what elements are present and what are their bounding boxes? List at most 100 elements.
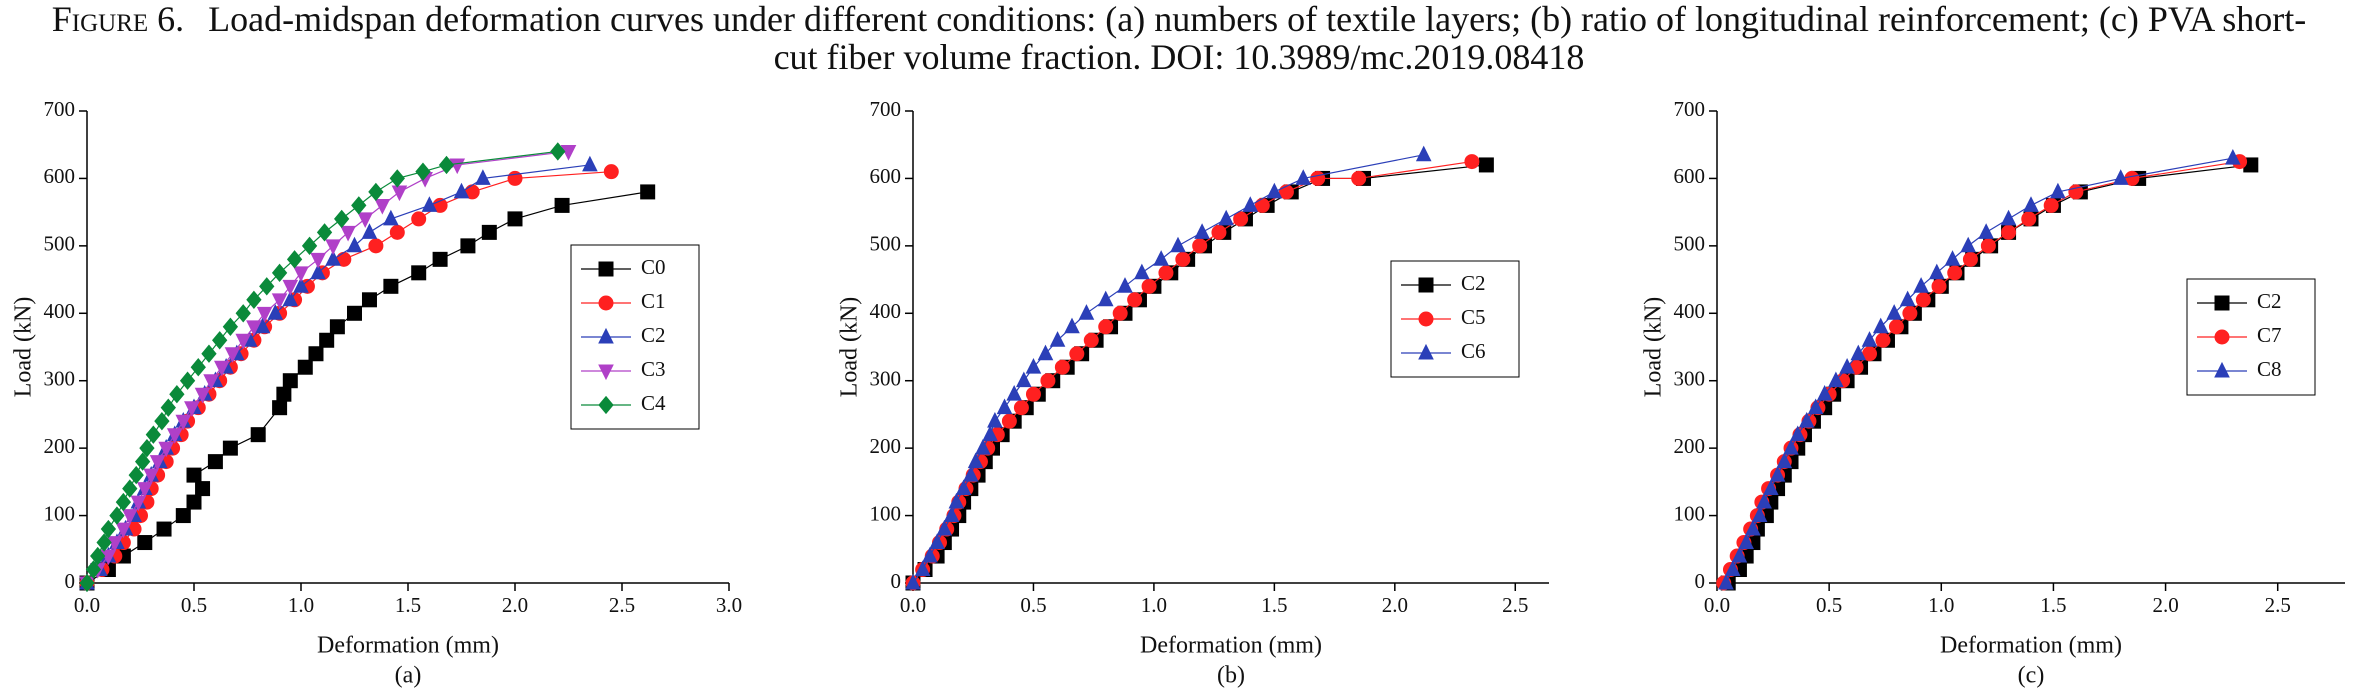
marker [1233,211,1249,227]
marker [374,198,391,215]
marker [246,290,262,309]
marker [334,209,350,229]
legend-label: C4 [641,391,666,415]
marker [1141,278,1157,294]
marker [1192,238,1208,254]
marker [1158,265,1174,281]
legend-marker [598,364,614,381]
legend-label: C2 [641,323,666,347]
marker [194,387,211,404]
x-tick-label: 1.0 [1141,593,1167,617]
y-tick-label: 700 [1674,97,1706,121]
marker [1756,492,1772,509]
marker [2000,209,2017,226]
marker [550,142,566,161]
marker [389,224,405,240]
marker [1478,157,1494,173]
marker [1001,413,1017,429]
marker [1278,184,1294,200]
y-tick-label: 500 [870,232,902,256]
x-tick-label: 2.5 [1502,593,1528,617]
legend-box [2186,278,2316,396]
y-tick-label: 300 [44,367,76,391]
marker [1013,400,1029,416]
marker [1266,182,1283,199]
y-tick-label: 400 [44,299,76,323]
marker [1049,331,1066,347]
marker [936,519,953,536]
caption-text: Load-midspan deformation curves under di… [208,0,2307,77]
y-tick-label: 600 [1674,164,1706,188]
marker [325,250,341,266]
marker [175,508,191,524]
marker [1816,385,1833,401]
marker [235,333,252,350]
marker [1064,317,1080,334]
marker [361,223,378,239]
marker [134,452,151,471]
marker [175,414,192,431]
legend: C2 C5 C6 [1390,260,1520,378]
marker [224,347,241,363]
y-tick-label: 600 [44,164,76,188]
legend-label: C5 [1461,305,1486,329]
series-line [1723,160,2240,584]
x-tick-label: 1.5 [2040,593,2066,617]
marker [250,427,266,443]
legend-marker [1418,277,1434,293]
marker [267,304,284,320]
marker [1947,265,1963,281]
marker [982,425,998,442]
marker [190,358,206,377]
marker [139,438,155,458]
marker [1763,479,1779,496]
marker [1117,277,1133,293]
marker [316,223,333,242]
y-tick-label: 300 [870,367,902,391]
marker [1776,452,1793,469]
marker [922,546,938,563]
legend-marker [598,327,614,344]
marker [301,236,318,256]
marker [1928,263,1945,280]
series-line [1727,164,2251,584]
legend: C2 C7 C8 [2186,278,2316,396]
marker [79,573,95,593]
legend-label: C0 [641,255,666,279]
series-line [86,164,590,584]
y-axis-label: Load (kN) [11,297,37,398]
marker [235,304,251,323]
marker [1902,305,1918,321]
legend-label: C6 [1461,339,1486,363]
marker [293,277,309,293]
marker [1861,331,1878,347]
marker [383,209,399,226]
x-tick-label: 0.5 [1816,593,1842,617]
marker [475,169,491,185]
marker [96,533,112,552]
marker [1083,332,1099,348]
marker [109,506,125,525]
marker [1069,346,1085,362]
marker [276,386,292,402]
marker [2112,169,2129,185]
y-tick-label: 100 [44,501,76,525]
marker [389,169,405,188]
y-tick-label: 0 [1695,569,1706,593]
marker [1194,223,1210,239]
x-tick-label: 0.0 [74,593,100,617]
legend-label: C3 [641,357,666,381]
marker [1078,304,1095,320]
marker [1960,236,1977,253]
legend: C0 C1 C2 C3 C4 [570,244,700,430]
x-tick-label: 3.0 [716,593,742,617]
legend-label: C2 [2257,289,2282,313]
marker [1828,371,1844,388]
marker [1980,238,1996,254]
marker [160,398,176,417]
y-axis-label: Load (kN) [837,297,863,398]
marker [2050,182,2066,199]
marker [271,263,288,283]
marker [963,465,979,482]
marker [1016,371,1032,388]
